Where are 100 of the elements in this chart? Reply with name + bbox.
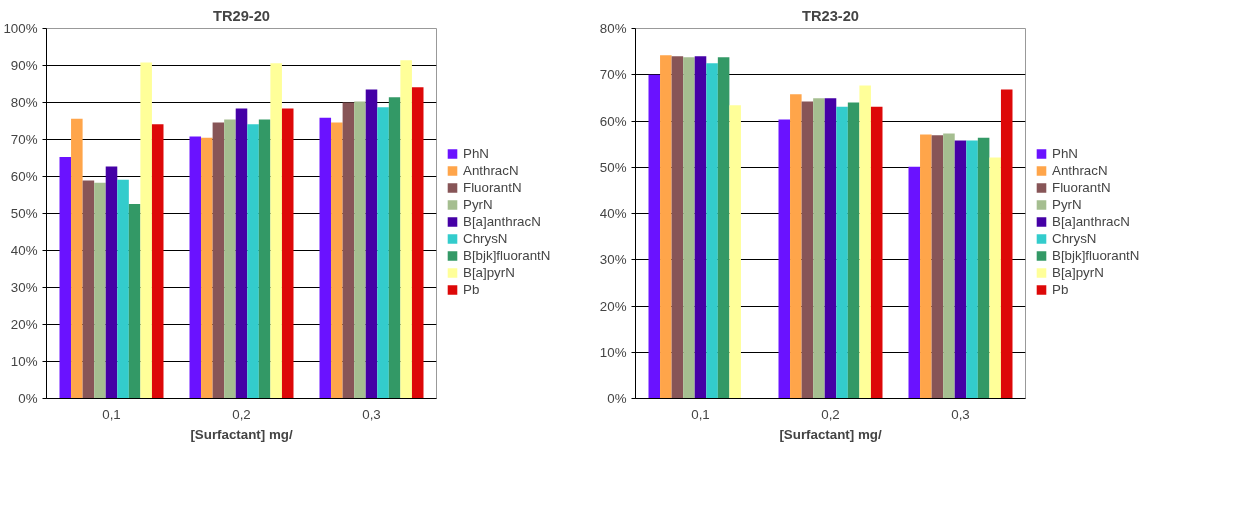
legend-label: B[a]pyrN	[463, 264, 515, 280]
bar	[82, 180, 95, 399]
bar	[920, 134, 932, 399]
bar	[778, 119, 791, 399]
bar	[683, 57, 695, 399]
bar	[660, 55, 672, 399]
bar	[411, 87, 424, 399]
y-tick-label: 50%	[10, 206, 38, 221]
legend-label: Pb	[463, 281, 481, 297]
y-tick-label: 0%	[18, 391, 38, 406]
y-tick-label: 70%	[599, 67, 627, 83]
chart-title: TR23-20	[801, 7, 860, 24]
bar	[400, 60, 412, 399]
legend-label: AnthracN	[463, 162, 519, 178]
bar	[943, 133, 955, 399]
x-tick-label: 0,1	[102, 406, 121, 422]
bar	[977, 137, 990, 399]
y-tick-label: 10%	[10, 354, 38, 369]
bar	[931, 135, 944, 399]
y-tick-label: 30%	[599, 252, 627, 268]
bar	[71, 118, 83, 399]
y-tick-label: 60%	[599, 113, 627, 129]
bar	[836, 106, 848, 399]
bar	[908, 166, 921, 399]
x-axis-title: [Surfactant] mg/	[190, 426, 293, 442]
y-tick-label: 90%	[10, 58, 38, 73]
legend-label: B[a]pyrN	[1052, 264, 1104, 280]
bar	[319, 117, 332, 399]
bar	[258, 119, 271, 399]
bar	[224, 119, 236, 399]
bar	[105, 166, 118, 399]
legend-label: FluorantN	[1052, 179, 1111, 195]
legend-label: B[a]anthracN	[1052, 213, 1130, 229]
chart-title: TR29-20	[212, 7, 271, 24]
y-tick-label: 80%	[599, 21, 627, 36]
y-tick-label: 0%	[607, 391, 627, 406]
bar	[694, 56, 707, 399]
bar	[847, 102, 860, 399]
y-tick-label: 20%	[10, 317, 38, 332]
legend-label: PyrN	[463, 196, 493, 212]
y-tick-label: 50%	[599, 159, 627, 175]
bar	[870, 106, 883, 399]
legend-label: PhN	[463, 145, 489, 161]
y-tick-label: 80%	[10, 95, 38, 110]
y-tick-label: 100%	[3, 21, 38, 36]
bar	[140, 62, 152, 399]
bar	[648, 74, 661, 399]
bar	[270, 63, 282, 399]
bar	[128, 203, 141, 399]
y-tick-label: 60%	[10, 169, 38, 184]
bar	[859, 85, 871, 399]
legend-label: ChrysN	[1052, 230, 1097, 246]
y-tick-label: 10%	[599, 344, 627, 360]
bar	[212, 122, 225, 399]
bar	[801, 101, 814, 399]
y-tick-label: 30%	[10, 280, 38, 295]
bar	[94, 182, 106, 399]
bar	[813, 98, 825, 399]
bar	[281, 108, 294, 399]
bar	[117, 179, 129, 399]
bar	[388, 97, 401, 399]
legend-label: Pb	[1052, 281, 1070, 297]
legend-label: B[a]anthracN	[463, 213, 541, 229]
bar	[790, 94, 802, 399]
bar	[706, 63, 718, 399]
bar	[235, 108, 248, 399]
bar	[331, 122, 343, 399]
x-tick-label: 0,3	[951, 406, 970, 422]
bar	[1000, 89, 1013, 399]
bar	[354, 101, 366, 399]
x-tick-label: 0,1	[691, 406, 710, 422]
y-tick-label: 70%	[10, 132, 38, 147]
bar	[59, 156, 72, 399]
bar	[989, 157, 1001, 399]
bar	[189, 136, 202, 399]
bar	[365, 89, 378, 399]
bar	[247, 124, 259, 399]
legend-label: B[bjk]fluorantN	[463, 247, 551, 263]
y-tick-label: 20%	[599, 298, 627, 314]
bar	[151, 124, 164, 399]
legend-label: ChrysN	[463, 230, 508, 246]
bar	[954, 140, 967, 399]
legend-label: FluorantN	[463, 179, 522, 195]
legend-label: AnthracN	[1052, 162, 1108, 178]
bar	[671, 56, 684, 399]
x-tick-label: 0,3	[362, 406, 381, 422]
bar	[966, 140, 978, 399]
legend-label: PhN	[1052, 145, 1078, 161]
bar	[342, 102, 355, 399]
bar	[717, 57, 730, 399]
legend-label: PyrN	[1052, 196, 1082, 212]
legend-label: B[bjk]fluorantN	[1052, 247, 1140, 263]
bar	[377, 107, 389, 399]
x-tick-label: 0,2	[821, 406, 840, 422]
bar	[824, 98, 837, 399]
y-tick-label: 40%	[599, 206, 627, 221]
bar	[201, 137, 213, 399]
y-tick-label: 40%	[10, 243, 38, 258]
bar	[729, 105, 741, 399]
x-axis-title: [Surfactant] mg/	[779, 426, 882, 442]
